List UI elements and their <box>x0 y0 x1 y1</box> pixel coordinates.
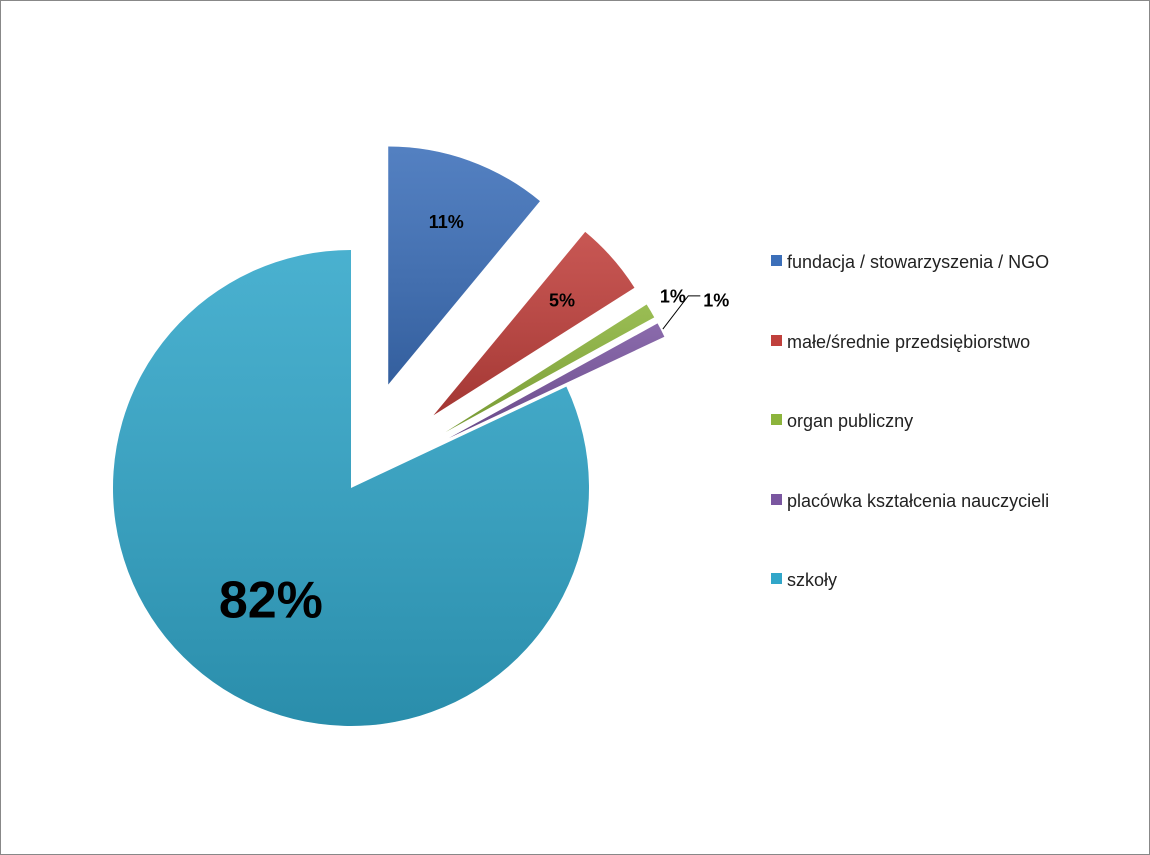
slice-shade <box>449 323 665 439</box>
legend-swatch <box>771 414 782 425</box>
slice-group <box>449 323 665 439</box>
slice-group <box>433 231 635 416</box>
data-label: 1% <box>703 291 729 311</box>
legend-label: fundacja / stowarzyszenia / NGO <box>787 252 1050 272</box>
leader-line <box>662 295 701 330</box>
legend-label: organ publiczny <box>787 411 914 431</box>
legend-label: placówka kształcenia nauczycieli <box>787 490 1050 511</box>
slice-shade <box>433 231 635 416</box>
legend-swatch <box>771 255 782 266</box>
slice-group <box>112 250 589 726</box>
legend-swatch <box>771 334 782 346</box>
data-label: 11% <box>429 212 464 232</box>
legend-label: szkoły <box>787 570 838 590</box>
data-label: 5% <box>549 291 575 311</box>
data-label: 1% <box>660 286 686 306</box>
slice-group <box>388 146 540 385</box>
legend-swatch <box>771 493 782 505</box>
legend-label: małe/średnie przedsiębiorstwo <box>787 331 1031 352</box>
data-label: 82% <box>219 571 323 629</box>
legend: fundacja / stowarzyszenia / NGO małe/śred… <box>771 249 1049 647</box>
slice-shade <box>388 146 540 385</box>
legend-item: małe/średnie przedsiębiorstwo <box>771 329 1049 409</box>
legend-item: szkoły <box>771 567 1049 647</box>
legend-swatch <box>771 573 782 584</box>
legend-item: fundacja / stowarzyszenia / NGO <box>771 249 1049 329</box>
slice-group <box>445 304 655 433</box>
slice-shade <box>112 250 589 726</box>
legend-item: organ publiczny <box>771 408 1049 488</box>
slice-shade <box>445 304 655 433</box>
legend-item: placówka kształcenia nauczycieli <box>771 488 1049 568</box>
